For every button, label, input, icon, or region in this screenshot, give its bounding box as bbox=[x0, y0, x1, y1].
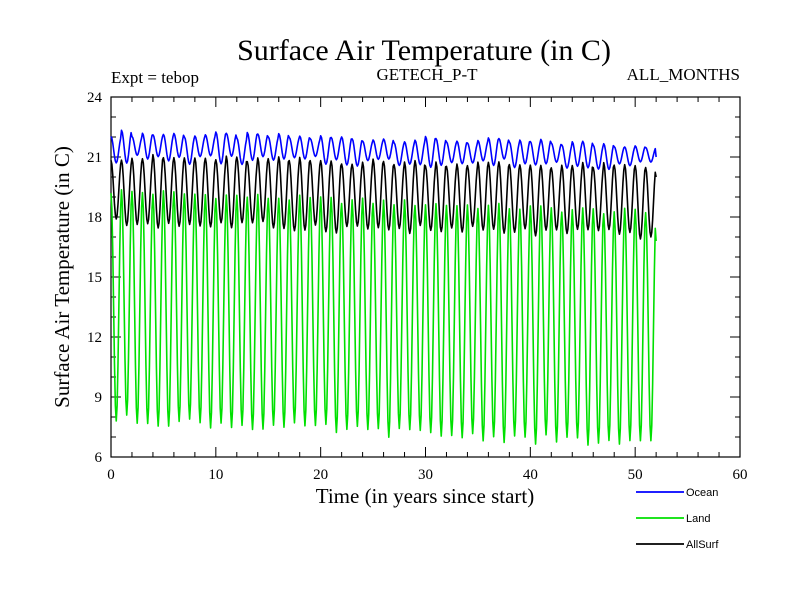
y-tick-label: 18 bbox=[87, 210, 102, 226]
axis-ticks: 0 10 20 30 40 50 60 6 9 12 15 18 21 24 bbox=[87, 90, 748, 483]
experiment-label: Expt = tebop bbox=[111, 68, 199, 87]
y-tick-label: 24 bbox=[87, 90, 103, 106]
x-tick-label: 20 bbox=[313, 467, 328, 483]
legend-label-allsurf: AllSurf bbox=[686, 539, 719, 551]
legend-label-land: Land bbox=[686, 513, 710, 525]
y-tick-label: 12 bbox=[87, 330, 102, 346]
months-label: ALL_MONTHS bbox=[627, 65, 740, 84]
y-tick-label: 15 bbox=[87, 270, 102, 286]
y-tick-label: 9 bbox=[95, 390, 103, 406]
x-tick-label: 10 bbox=[208, 467, 223, 483]
y-tick-label: 21 bbox=[87, 150, 102, 166]
x-tick-label: 0 bbox=[107, 467, 115, 483]
y-tick-label: 6 bbox=[95, 450, 103, 466]
x-tick-label: 40 bbox=[523, 467, 538, 483]
x-tick-label: 60 bbox=[733, 467, 748, 483]
series-line-ocean bbox=[110, 129, 657, 171]
series-line-land bbox=[110, 188, 657, 446]
legend: Ocean Land AllSurf bbox=[636, 487, 719, 551]
series-line-allsurf bbox=[110, 153, 657, 240]
y-axis-label: Surface Air Temperature (in C) bbox=[50, 146, 74, 408]
dataset-label: GETECH_P-T bbox=[376, 65, 478, 84]
x-tick-label: 30 bbox=[418, 467, 433, 483]
x-tick-label: 50 bbox=[628, 467, 643, 483]
series-lines bbox=[110, 129, 657, 446]
plot-area-frame bbox=[110, 96, 741, 458]
x-axis-label: Time (in years since start) bbox=[316, 484, 535, 508]
legend-label-ocean: Ocean bbox=[686, 487, 718, 499]
chart-title: Surface Air Temperature (in C) bbox=[237, 34, 611, 67]
